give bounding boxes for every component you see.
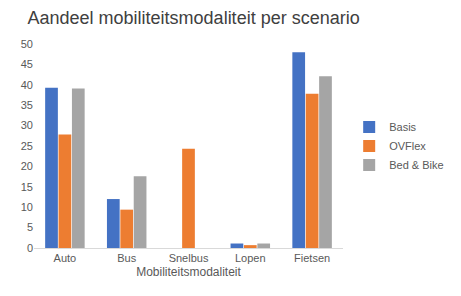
svg-text:0: 0 [27, 242, 33, 254]
svg-text:25: 25 [21, 140, 33, 152]
svg-text:Basis: Basis [389, 121, 416, 133]
svg-text:Fietsen: Fietsen [294, 252, 330, 264]
svg-text:Auto: Auto [54, 252, 77, 264]
svg-text:45: 45 [21, 58, 33, 70]
svg-text:50: 50 [21, 38, 33, 50]
svg-text:Lopen: Lopen [235, 252, 266, 264]
svg-text:Snelbus: Snelbus [169, 252, 209, 264]
svg-text:10: 10 [21, 201, 33, 213]
svg-text:30: 30 [21, 119, 33, 131]
svg-text:35: 35 [21, 99, 33, 111]
svg-text:15: 15 [21, 181, 33, 193]
svg-text:40: 40 [21, 79, 33, 91]
svg-text:Mobiliteitsmodaliteit: Mobiliteitsmodaliteit [136, 265, 241, 279]
svg-text:Bed & Bike: Bed & Bike [389, 159, 443, 171]
svg-text:Bus: Bus [117, 252, 136, 264]
svg-text:20: 20 [21, 160, 33, 172]
svg-text:OVFlex: OVFlex [389, 140, 426, 152]
svg-text:Aandeel mobiliteitsmodaliteit: Aandeel mobiliteitsmodaliteit per scenar… [28, 8, 360, 28]
svg-text:5: 5 [27, 221, 33, 233]
